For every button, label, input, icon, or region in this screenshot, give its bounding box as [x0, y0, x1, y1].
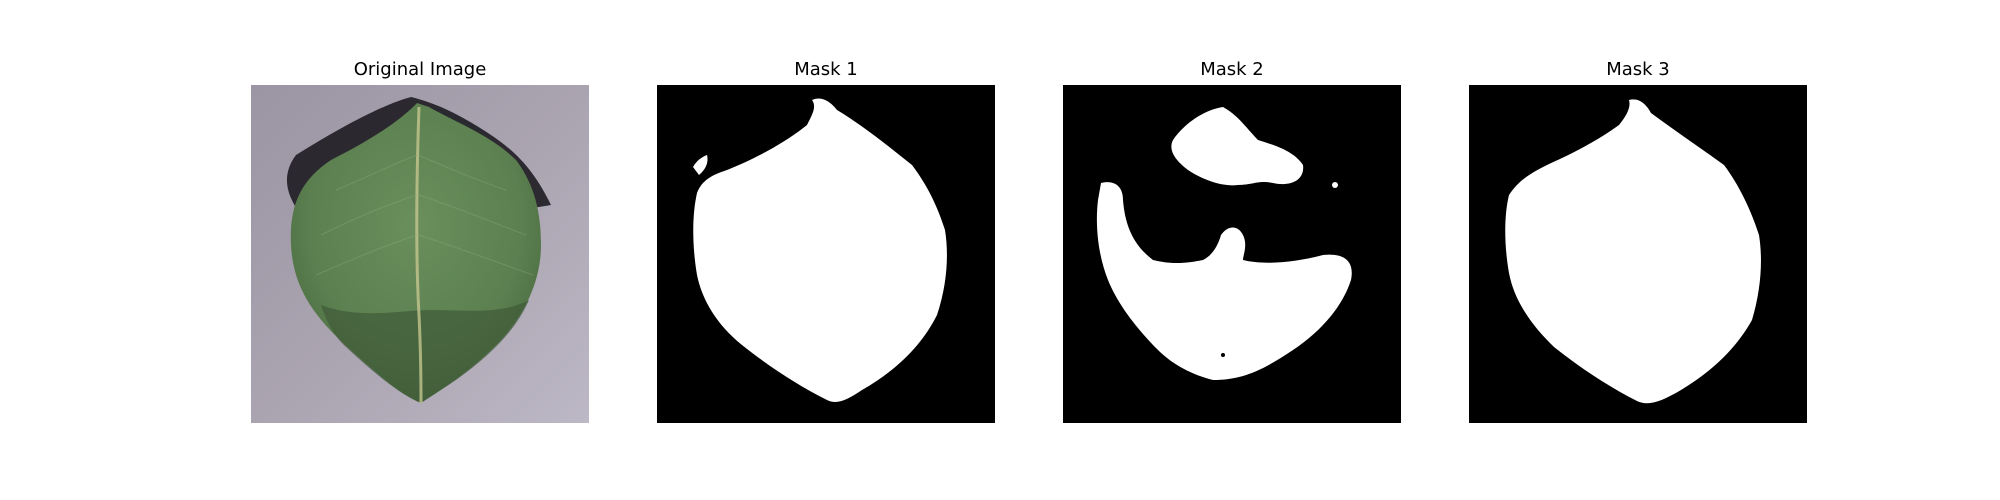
mask-1-image [657, 85, 995, 423]
panel-mask-1: Mask 1 [657, 0, 995, 500]
panel-title: Mask 1 [794, 59, 858, 80]
panel-title: Original Image [353, 59, 487, 80]
panel-mask-3: Mask 3 [1469, 0, 1807, 500]
mask-3-image [1469, 85, 1807, 423]
panel-title: Mask 3 [1606, 59, 1670, 80]
panel-original-image: Original Image [251, 0, 589, 500]
original-leaf-image [251, 85, 589, 423]
panel-title: Mask 2 [1200, 59, 1264, 80]
mask-2-image [1063, 85, 1401, 423]
panel-mask-2: Mask 2 [1063, 0, 1401, 500]
